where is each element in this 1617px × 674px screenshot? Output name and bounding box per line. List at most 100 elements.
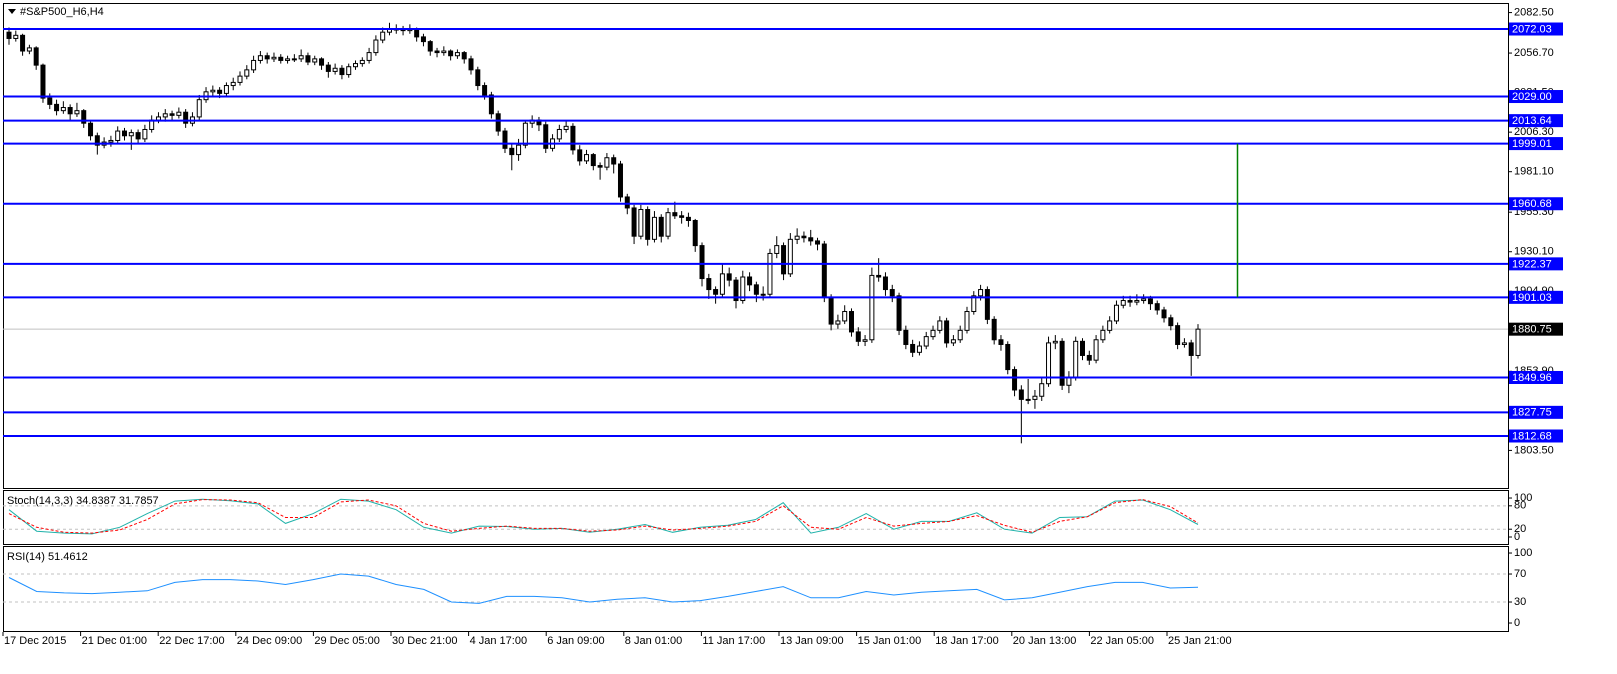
candle-body: [991, 318, 997, 341]
candle-body: [835, 320, 841, 325]
x-tick-label: 25 Jan 21:00: [1168, 635, 1232, 647]
level-label-box: [1509, 405, 1563, 419]
candle-body: [183, 111, 189, 124]
candle-body: [509, 147, 515, 156]
candle-body: [842, 311, 848, 322]
candle-body: [278, 56, 284, 61]
candle-body: [665, 212, 671, 237]
candle-body: [122, 130, 128, 137]
candle-body: [230, 81, 236, 87]
candle-body: [271, 56, 277, 60]
y-tick-label: 100: [1514, 547, 1532, 559]
main-panel: [3, 3, 1509, 489]
candle-body: [264, 55, 270, 60]
candle-body: [40, 64, 46, 99]
candle-body: [923, 336, 929, 347]
level-label: 2013.64: [1512, 115, 1552, 127]
candle-body: [699, 245, 705, 280]
candle-body: [1161, 309, 1167, 319]
y-tick-label: 30: [1514, 596, 1526, 608]
candle-body: [1052, 340, 1058, 344]
x-tick-label: 29 Dec 05:00: [314, 635, 379, 647]
current-price-label: 1880.75: [1512, 324, 1552, 336]
candle-body: [604, 157, 610, 168]
indicator-title: Stoch(14,3,3) 34.8387 31.7857: [7, 495, 159, 507]
candle-body: [944, 320, 950, 344]
candle-body: [176, 111, 182, 116]
indicator-line: [8, 498, 1199, 535]
candle-body: [468, 58, 474, 71]
candle-body: [658, 216, 664, 237]
candle-body: [787, 238, 793, 275]
candle-body: [298, 55, 304, 60]
candle-body: [651, 216, 657, 240]
y-tick-label: 2006.30: [1514, 126, 1554, 138]
candle-body: [495, 113, 501, 132]
indicator-line: [8, 499, 1199, 534]
level-label: 1960.68: [1512, 198, 1552, 210]
candle-body: [1175, 325, 1181, 345]
candle-body: [828, 296, 834, 325]
x-tick-label: 11 Jan 17:00: [702, 635, 765, 647]
candle-body: [60, 107, 66, 112]
candle-body: [94, 135, 100, 146]
candle-body: [624, 196, 630, 209]
candle-body: [998, 339, 1004, 345]
candle-body: [930, 329, 936, 338]
candle-body: [223, 85, 229, 94]
candle-body: [81, 110, 87, 124]
candle-body: [155, 116, 161, 121]
candle-body: [1032, 395, 1038, 400]
x-tick-label: 17 Dec 2015: [4, 635, 66, 647]
level-label-box: [1509, 90, 1563, 104]
candle-body: [781, 245, 787, 275]
candle-body: [753, 284, 759, 295]
level-label: 1922.37: [1512, 258, 1552, 270]
candle-body: [1188, 342, 1194, 356]
candle-body: [6, 31, 12, 39]
candle-body: [427, 41, 433, 52]
candle-body: [319, 58, 325, 66]
candle-body: [848, 311, 854, 333]
candle-body: [312, 58, 318, 63]
candle-body: [291, 58, 297, 61]
x-tick-label: 24 Dec 09:00: [237, 635, 302, 647]
candle-body: [815, 240, 821, 245]
candle-body: [597, 165, 603, 168]
level-label-box: [1509, 114, 1563, 128]
candle-body: [305, 55, 311, 63]
level-label-box: [1509, 137, 1563, 151]
candle-body: [733, 279, 739, 302]
candle-body: [26, 47, 32, 52]
candle-body: [957, 329, 963, 341]
candle-body: [359, 59, 365, 65]
level-label: 1812.68: [1512, 430, 1552, 442]
candle-body: [903, 329, 909, 345]
candle-body: [808, 237, 814, 242]
candle-body: [1059, 340, 1065, 386]
candle-body: [237, 75, 243, 83]
y-tick-label: 1803.50: [1514, 444, 1554, 456]
level-label: 1999.01: [1512, 138, 1552, 150]
candle-body: [33, 47, 39, 66]
candle-body: [869, 274, 875, 341]
candle-body: [332, 67, 338, 72]
candle-body: [20, 34, 26, 52]
level-label: 1849.96: [1512, 372, 1552, 384]
candle-body: [889, 289, 895, 297]
level-label-box: [1509, 22, 1563, 36]
candle-body: [767, 252, 773, 295]
candle-body: [88, 122, 94, 137]
y-tick-label: 0: [1514, 617, 1520, 629]
candle-body: [1093, 339, 1099, 361]
candle-body: [1012, 369, 1018, 391]
candle-body: [522, 122, 528, 146]
candle-body: [217, 89, 223, 94]
candle-body: [380, 31, 386, 41]
candle-body: [747, 276, 753, 286]
candle-body: [570, 125, 576, 151]
indicator-title: RSI(14) 51.4612: [7, 551, 88, 563]
candle-body: [434, 50, 440, 54]
stoch-panel: [3, 490, 1509, 545]
